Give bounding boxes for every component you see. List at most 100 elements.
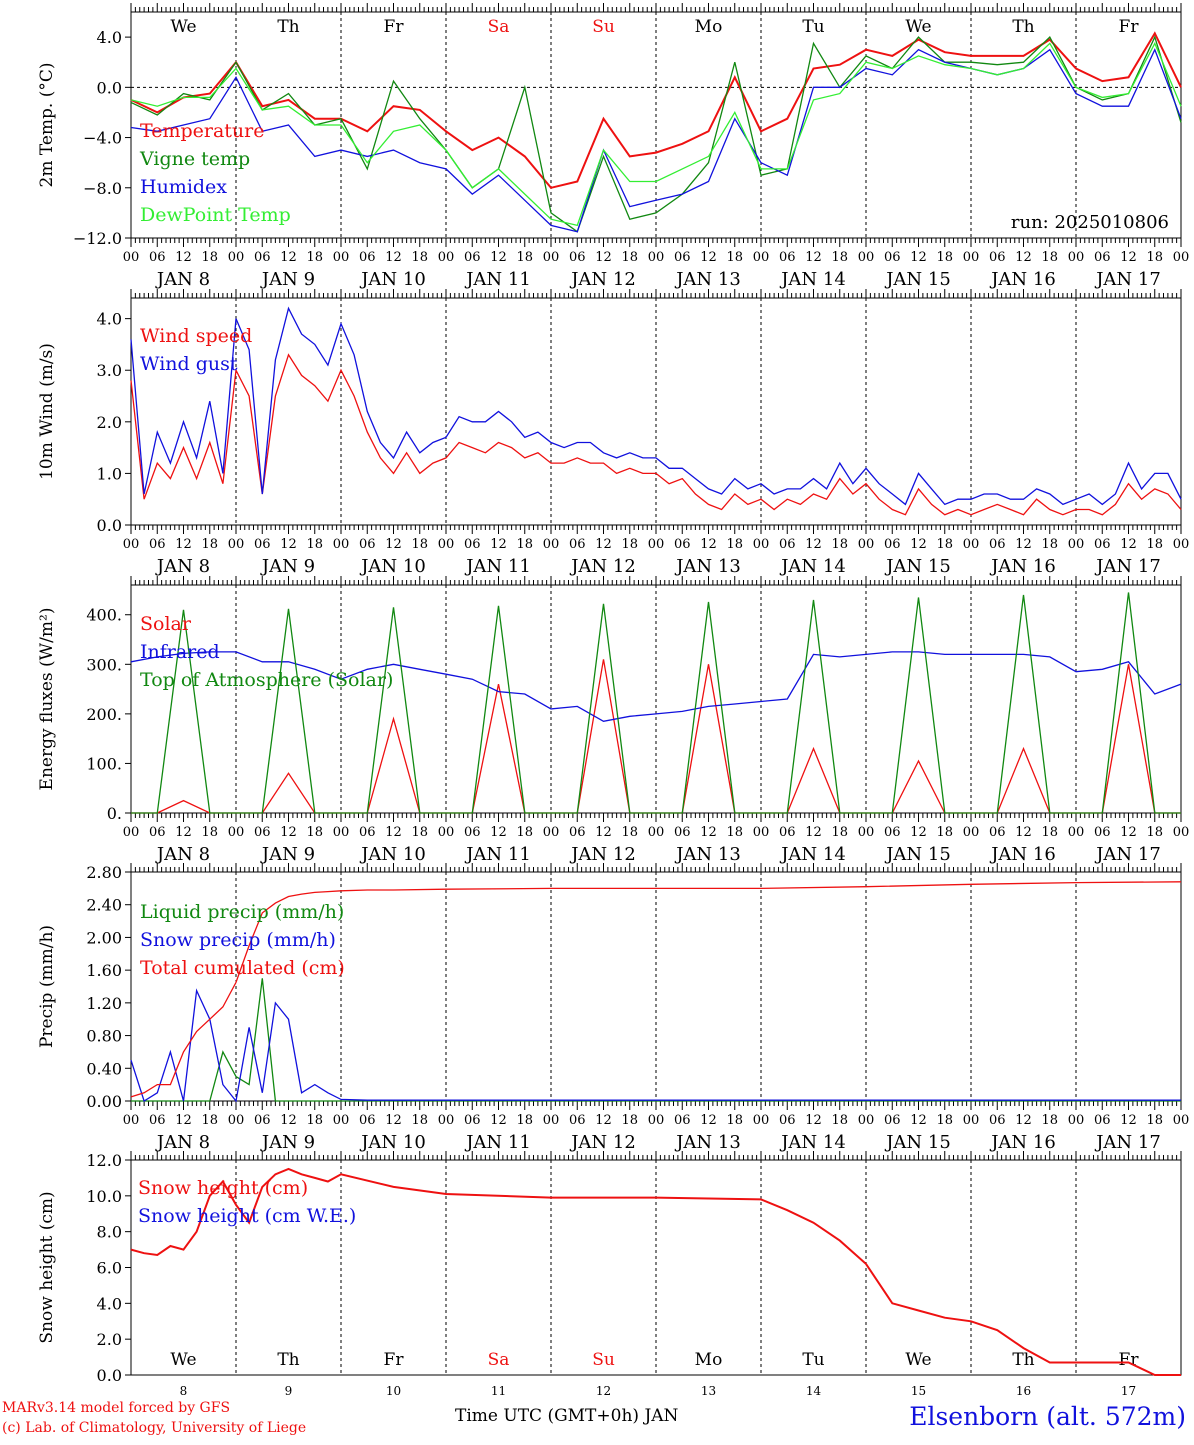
date-label: JAN 16	[989, 556, 1056, 577]
legend-entry: Solar	[140, 613, 192, 635]
hour-tick-label: 00	[543, 250, 560, 265]
date-label: JAN 16	[989, 1132, 1056, 1153]
date-label: JAN 14	[779, 556, 846, 577]
hour-tick-label: 12	[280, 537, 297, 552]
hour-tick-label: 06	[464, 825, 481, 840]
hour-tick-label: 06	[149, 250, 166, 265]
hour-tick-label: 06	[674, 825, 691, 840]
hour-tick-label: 12	[700, 825, 717, 840]
hour-tick-label: 00	[438, 825, 455, 840]
hour-tick-label: 00	[858, 537, 875, 552]
hour-tick-label: 00	[963, 1113, 980, 1128]
hour-tick-label: 06	[674, 537, 691, 552]
hour-tick-label: 06	[989, 250, 1006, 265]
date-label: JAN 13	[674, 844, 741, 865]
date-label: JAN 15	[884, 269, 951, 290]
weekday-label: Sa	[488, 17, 510, 37]
hour-tick-label: 18	[411, 537, 428, 552]
hour-tick-label: 18	[1146, 250, 1163, 265]
hour-tick-label: 18	[1146, 1113, 1163, 1128]
date-label: 15	[911, 1384, 926, 1398]
panel-5: 0.0 2.0 4.0 6.0 8.0 10.0 12.0 Snow height (cm) W…	[37, 1151, 1182, 1398]
hour-tick-label: 12	[385, 825, 402, 840]
hour-tick-label: 00	[333, 825, 350, 840]
series-line-2	[130, 651, 1182, 722]
date-label: JAN 14	[779, 1132, 846, 1153]
hour-tick-label: 12	[700, 1113, 717, 1128]
weekday-label: We	[170, 17, 196, 37]
hour-tick-label: 06	[779, 825, 796, 840]
hour-tick-label: 12	[595, 825, 612, 840]
y-tick-label: 400.	[86, 606, 122, 625]
legend-entry: Snow height (cm)	[138, 1177, 308, 1199]
date-label: JAN 10	[359, 556, 426, 577]
weekday-label: Su	[592, 1350, 615, 1370]
y-tick-label: 3.0	[97, 361, 122, 380]
date-label: JAN 15	[884, 556, 951, 577]
date-label: 9	[285, 1384, 293, 1398]
hour-tick-label: 18	[621, 537, 638, 552]
y-tick-label: 1.60	[86, 961, 122, 980]
hour-tick-label: 00	[543, 825, 560, 840]
hour-tick-label: 18	[201, 537, 218, 552]
hour-tick-label: 00	[1173, 825, 1190, 840]
y-tick-label: 4.0	[97, 28, 122, 47]
legend-entry: Liquid precip (mm/h)	[140, 901, 344, 923]
hour-tick-label: 06	[149, 825, 166, 840]
y-tick-label: 200.	[86, 705, 122, 724]
y-axis-label: Energy fluxes (W/m²)	[37, 608, 57, 791]
hour-tick-label: 00	[1068, 537, 1085, 552]
y-tick-label: 1.0	[97, 464, 122, 483]
hour-tick-label: 12	[175, 825, 192, 840]
legend-entry: Humidex	[140, 176, 227, 198]
hour-tick-label: 18	[621, 825, 638, 840]
hour-tick-label: 12	[805, 825, 822, 840]
hour-tick-label: 00	[123, 825, 140, 840]
series-line-1	[131, 978, 1181, 1102]
hour-tick-label: 00	[648, 250, 665, 265]
hour-tick-label: 06	[254, 1113, 271, 1128]
hour-tick-label: 00	[228, 250, 245, 265]
hour-tick-label: 06	[1094, 537, 1111, 552]
date-label: 16	[1016, 1384, 1031, 1398]
hour-tick-label: 00	[753, 537, 770, 552]
weekday-label: Tu	[802, 1350, 824, 1370]
hour-tick-label: 06	[359, 537, 376, 552]
hour-tick-label: 18	[411, 1113, 428, 1128]
weekday-label: Sa	[488, 1350, 510, 1370]
weekday-label: Fr	[1119, 17, 1140, 37]
hour-tick-label: 00	[123, 250, 140, 265]
hour-tick-label: 12	[700, 250, 717, 265]
hour-tick-label: 12	[385, 250, 402, 265]
hour-tick-label: 06	[989, 1113, 1006, 1128]
date-label: 13	[701, 1384, 716, 1398]
hour-tick-label: 18	[201, 1113, 218, 1128]
hour-tick-label: 18	[306, 537, 323, 552]
hour-tick-label: 18	[726, 250, 743, 265]
hour-tick-label: 12	[595, 250, 612, 265]
date-label: JAN 9	[260, 269, 315, 290]
weekday-label: Th	[1012, 1350, 1034, 1370]
hour-tick-label: 06	[884, 537, 901, 552]
hour-tick-label: 18	[1146, 537, 1163, 552]
hour-tick-label: 06	[989, 537, 1006, 552]
y-tick-label: 0.80	[86, 1027, 122, 1046]
hour-tick-label: 06	[359, 250, 376, 265]
date-label: JAN 13	[674, 556, 741, 577]
hour-tick-label: 18	[831, 1113, 848, 1128]
hour-tick-label: 00	[228, 825, 245, 840]
hour-tick-label: 00	[858, 250, 875, 265]
y-tick-label: 100.	[86, 754, 122, 773]
y-tick-label: 10.0	[86, 1187, 122, 1206]
date-label: JAN 12	[569, 269, 636, 290]
hour-tick-label: 12	[805, 537, 822, 552]
hour-tick-label: 18	[621, 250, 638, 265]
hour-tick-label: 12	[175, 537, 192, 552]
hour-tick-label: 18	[306, 825, 323, 840]
date-label: JAN 17	[1094, 1132, 1161, 1153]
hour-tick-label: 06	[569, 1113, 586, 1128]
series-line-3	[131, 592, 1181, 814]
hour-tick-label: 06	[884, 250, 901, 265]
y-tick-label: 0.	[107, 804, 122, 823]
date-label: JAN 15	[884, 1132, 951, 1153]
